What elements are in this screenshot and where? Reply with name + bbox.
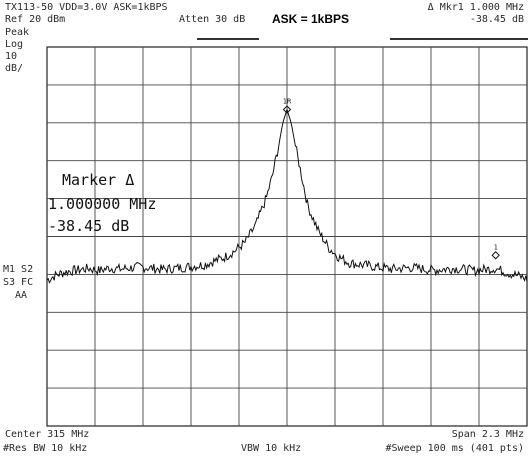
trace-layer [46,107,528,284]
header-rule-left [197,38,259,40]
scale-type: Log [5,39,24,50]
device-label: TX113-50 VDD=3.0V ASK=1kBPS [5,2,168,13]
page-title: ASK = 1kBPS [272,12,350,26]
scale-unit: dB/ [5,63,24,74]
marker-tag: 1R [283,98,292,106]
attenuation: Atten 30 dB [179,14,246,25]
header-rule-right [390,38,528,40]
trace-mode-aa: AA [15,290,28,301]
sweep-time: #Sweep 100 ms (401 pts) [385,443,524,454]
marker-symbol [491,251,500,260]
marker-symbol [282,105,292,114]
trace-mode-s3: S3 FC [3,277,34,288]
marker-box-title: Marker Δ [62,171,135,189]
graticule [46,46,528,427]
delta-marker-value: -38.45 dB [469,14,524,25]
trace-mode-m1: M1 S2 [3,264,34,275]
spectrum-trace [46,107,528,284]
span: Span 2.3 MHz [451,429,524,440]
resolution-bandwidth: #Res BW 10 kHz [3,443,88,454]
delta-marker-label: Δ Mkr1 1.000 MHz [427,2,524,13]
scale-per-div: 10 [5,51,18,62]
ref-level: Ref 20 dBm [5,14,66,25]
marker-box-value: -38.45 dB [48,217,130,235]
marker-layer: 1R 1 [282,98,500,260]
video-bandwidth: VBW 10 kHz [241,443,302,454]
marker-tag: 1 [494,243,498,251]
center-frequency: Center 315 MHz [5,429,90,440]
marker-box-frequency: 1.000000 MHz [48,195,157,213]
detector-mode: Peak [5,27,30,38]
